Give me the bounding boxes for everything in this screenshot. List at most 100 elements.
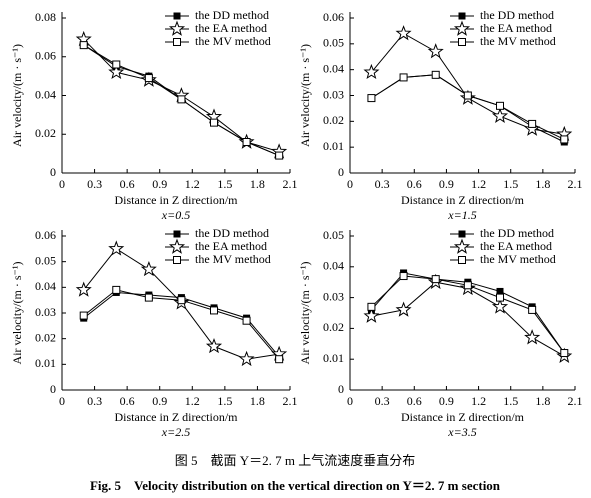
marker (363, 63, 380, 80)
x-axis-label: Distance in Z direction/m (115, 193, 239, 207)
marker (177, 296, 186, 305)
legend-label: the EA method (480, 21, 552, 35)
subtitle: x=2.5 (161, 425, 190, 439)
marker (491, 107, 509, 123)
x-tick-label: 1.5 (217, 394, 232, 408)
y-tick-label: 0 (338, 165, 344, 179)
marker (395, 25, 412, 41)
subtitle: x=1.5 (447, 208, 476, 222)
marker (367, 302, 376, 311)
x-tick-label: 1.5 (503, 394, 518, 408)
marker (79, 41, 88, 50)
x-tick-label: 0.6 (120, 394, 135, 408)
legend-marker (458, 12, 466, 20)
x-tick-label: 0 (347, 177, 353, 191)
legend-label: the MV method (480, 34, 556, 48)
x-tick-label: 1.2 (471, 177, 486, 191)
y-tick-label: 0.02 (323, 320, 344, 334)
y-tick-label: 0.03 (323, 87, 344, 101)
marker (427, 43, 444, 59)
marker (242, 138, 251, 146)
marker (242, 316, 251, 325)
y-tick-label: 0.06 (323, 10, 344, 24)
marker (177, 95, 186, 104)
marker (560, 349, 569, 358)
y-tick-label: 0.01 (323, 139, 344, 153)
marker (496, 101, 504, 110)
y-tick-label: 0 (50, 165, 56, 179)
marker (112, 285, 121, 294)
x-tick-label: 1.8 (535, 177, 550, 191)
x-tick-label: 0 (59, 394, 65, 408)
marker (491, 298, 509, 314)
marker (363, 307, 380, 323)
y-tick-label: 0.01 (35, 356, 56, 370)
x-tick-label: 0.6 (407, 394, 422, 408)
x-tick-label: 0.3 (375, 177, 390, 191)
y-tick-label: 0.04 (323, 61, 344, 75)
marker (112, 60, 121, 69)
marker (238, 350, 255, 367)
marker (108, 63, 125, 80)
legend-marker (173, 12, 181, 20)
y-axis-label: Air velocity/(m · s⁻¹) (298, 44, 312, 147)
legend-label: the MV method (195, 252, 271, 266)
x-axis-label: Distance in Z direction/m (401, 193, 525, 207)
legend-label: the MV method (195, 34, 271, 48)
marker (79, 311, 88, 320)
legend-label: the DD method (480, 8, 554, 22)
x-axis-label: Distance in Z direction/m (115, 410, 239, 424)
y-tick-label: 0.04 (35, 87, 56, 101)
y-tick-label: 0.06 (35, 49, 56, 63)
y-tick-label: 0 (338, 382, 344, 396)
marker (275, 355, 284, 364)
legend-marker (173, 256, 181, 264)
y-tick-label: 0.05 (323, 36, 344, 50)
legend-marker (168, 238, 186, 254)
marker (275, 151, 284, 160)
y-tick-label: 0.02 (35, 330, 56, 344)
marker (463, 91, 472, 100)
subtitle: x=3.5 (447, 425, 476, 439)
x-tick-label: 0 (59, 177, 65, 191)
legend-marker (173, 230, 181, 238)
x-tick-label: 0.3 (87, 177, 102, 191)
y-tick-label: 0.04 (35, 279, 56, 293)
x-tick-label: 1.8 (250, 177, 265, 191)
legend-label: the DD method (480, 226, 554, 240)
legend-label: the DD method (195, 8, 269, 22)
x-tick-label: 1.8 (250, 394, 265, 408)
y-tick-label: 0.01 (323, 351, 344, 365)
legend-label: the MV method (480, 252, 556, 266)
legend-label: the EA method (195, 21, 267, 35)
marker (399, 272, 408, 281)
y-tick-label: 0.08 (35, 10, 56, 24)
caption-en: Fig. 5 Velocity distribution on the vert… (90, 478, 501, 493)
y-tick-label: 0.02 (323, 113, 344, 127)
marker (75, 281, 92, 297)
legend-label: the DD method (195, 226, 269, 240)
y-tick-label: 0.05 (35, 253, 56, 267)
x-tick-label: 0.3 (87, 394, 102, 408)
x-tick-label: 2.1 (283, 394, 298, 408)
x-tick-label: 2.1 (568, 177, 583, 191)
x-tick-label: 2.1 (283, 177, 298, 191)
marker (144, 74, 153, 83)
marker (496, 293, 504, 302)
caption-cn: 图 5 截面 Y＝2. 7 m 上气流速度垂直分布 (175, 453, 416, 468)
marker (399, 73, 408, 82)
x-tick-label: 1.5 (217, 177, 232, 191)
y-axis-label: Air velocity/(m · s⁻¹) (298, 262, 312, 365)
x-tick-label: 0.9 (439, 177, 454, 191)
marker (431, 70, 440, 79)
x-axis-label: Distance in Z direction/m (401, 410, 525, 424)
x-tick-label: 0.9 (439, 394, 454, 408)
y-tick-label: 0.03 (35, 305, 56, 319)
x-tick-label: 1.5 (503, 177, 518, 191)
marker (395, 301, 412, 317)
y-tick-label: 0.04 (323, 259, 344, 273)
marker (205, 337, 223, 354)
x-tick-label: 0.6 (407, 177, 422, 191)
marker (431, 275, 440, 284)
